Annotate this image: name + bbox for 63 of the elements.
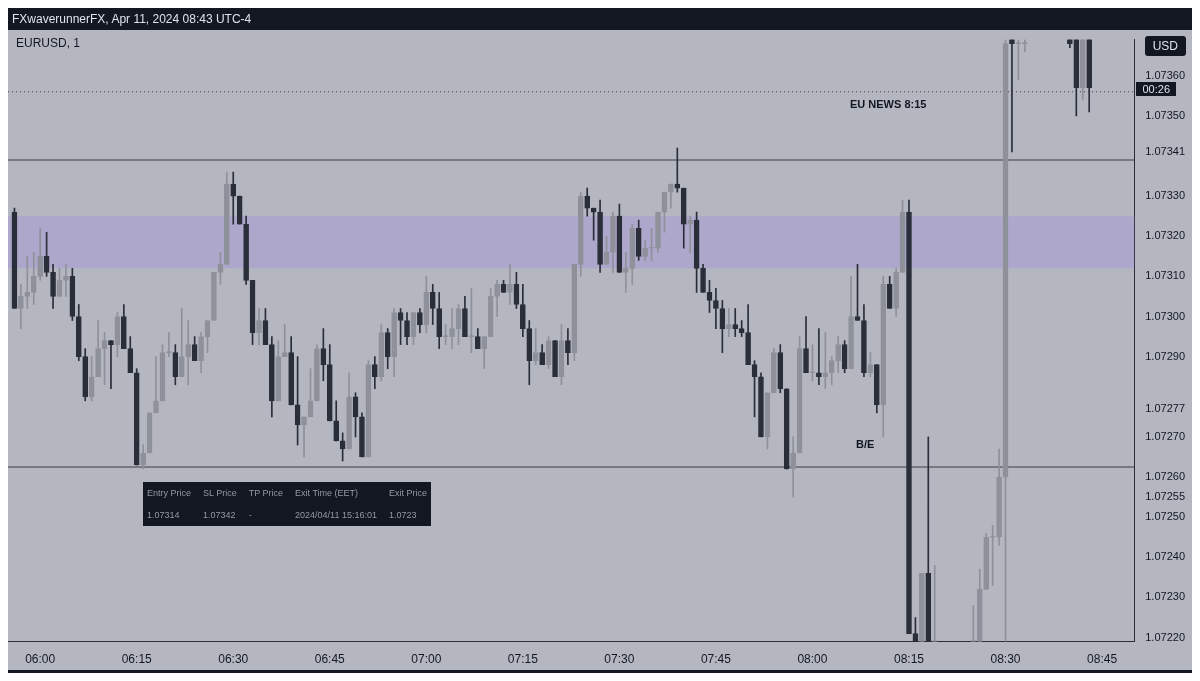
candlestick xyxy=(301,416,307,458)
y-tick-label: 1.07270 xyxy=(1145,429,1185,442)
candlestick xyxy=(449,308,455,349)
x-tick-label: 07:00 xyxy=(411,652,442,667)
annotation: Exit Price xyxy=(388,488,427,498)
x-tick-label: 07:45 xyxy=(700,652,732,667)
candlestick xyxy=(822,332,829,390)
candlestick xyxy=(24,255,31,309)
candlestick xyxy=(63,264,69,297)
annotation: - xyxy=(248,510,253,520)
y-tick-label: 1.07220 xyxy=(1145,630,1185,643)
x-tick-label: 08:00 xyxy=(797,652,828,667)
candlestick xyxy=(622,251,629,293)
x-tick-label: 08:30 xyxy=(990,652,1021,667)
x-tick-label: 07:30 xyxy=(604,652,635,667)
x-tick-label: 06:30 xyxy=(218,652,249,667)
candlestick xyxy=(281,324,288,357)
annotation: 1.0723 xyxy=(388,510,418,520)
candlestick xyxy=(1009,39,1015,153)
annotation: 2024/04/11 15:16:01 xyxy=(295,510,377,520)
text: 00:26 xyxy=(1136,82,1176,96)
annotation: EU NEWS 8:15 xyxy=(850,98,927,110)
y-tick-label: 1.07360 xyxy=(1145,68,1185,81)
x-tick-label: 06:15 xyxy=(121,652,153,667)
x-tick-label: 08:45 xyxy=(1087,652,1118,667)
y-tick-label: 1.07341 xyxy=(1145,145,1185,157)
candlestick xyxy=(507,264,513,305)
annotation: TP Price xyxy=(248,488,284,498)
candlestick xyxy=(153,356,159,414)
annotation: 1.07342 xyxy=(203,510,237,520)
annotation: SL Price xyxy=(203,488,237,498)
chart-title: FXwaverunnerFX, Apr 11, 2024 08:43 UTC-4 xyxy=(11,11,253,28)
x-tick-label: 08:15 xyxy=(893,652,925,667)
y-tick-label: 1.07310 xyxy=(1145,269,1185,282)
candlestick xyxy=(732,308,739,337)
y-tick-label: 1.07250 xyxy=(1145,510,1185,523)
annotation: Entry Price xyxy=(147,488,192,498)
y-tick-label: 1.07290 xyxy=(1145,349,1185,362)
candlestick xyxy=(725,308,732,337)
y-tick-label: 1.07277 xyxy=(1145,401,1185,414)
candlestick xyxy=(108,340,114,390)
annotation: Exit Time (EET) xyxy=(295,488,360,498)
y-tick-label: 1.07260 xyxy=(1145,470,1185,483)
candlestick xyxy=(532,328,539,366)
y-axis-title: USD xyxy=(1144,36,1186,56)
y-tick-label: 1.07230 xyxy=(1145,590,1185,603)
y-tick-label: 1.07330 xyxy=(1145,189,1185,202)
x-tick-label: 07:15 xyxy=(507,652,539,667)
y-tick-label: 1.07240 xyxy=(1145,550,1185,563)
candlestick xyxy=(816,328,822,386)
y-tick-label: 1.07255 xyxy=(1145,490,1185,503)
candlestick xyxy=(230,171,237,225)
chart-subtitle: EURUSD, 1 xyxy=(16,36,81,50)
annotation: 1.07314 xyxy=(147,510,181,520)
y-tick-label: 1.07320 xyxy=(1145,229,1185,242)
candlestick xyxy=(687,215,694,253)
candlestick xyxy=(185,320,192,386)
y-tick-label: 1.07300 xyxy=(1145,309,1185,322)
y-tick-label: 1.07350 xyxy=(1145,108,1185,121)
annotation: B/E xyxy=(856,438,875,450)
candlestick xyxy=(713,288,719,329)
x-tick-label: 06:45 xyxy=(314,652,346,667)
x-tick-label: 06:00 xyxy=(25,652,56,667)
